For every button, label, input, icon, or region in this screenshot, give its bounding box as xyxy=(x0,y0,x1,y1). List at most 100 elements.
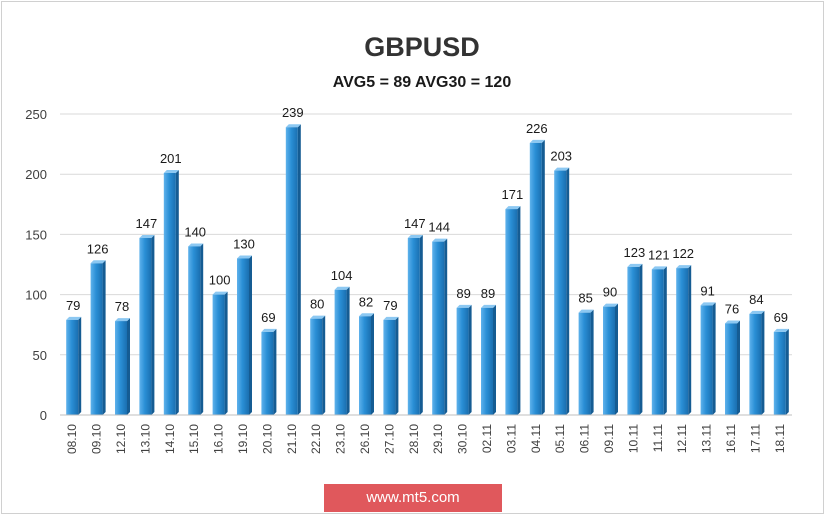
bar xyxy=(481,304,496,415)
x-tick-label: 06.11 xyxy=(578,424,592,453)
data-label: 79 xyxy=(66,298,80,313)
data-label: 123 xyxy=(624,245,646,260)
x-tick-label: 22.10 xyxy=(309,424,323,454)
bar xyxy=(725,320,740,415)
data-label: 91 xyxy=(700,283,714,298)
x-tick-label: 09.10 xyxy=(90,424,104,454)
bar xyxy=(651,266,667,415)
y-tick-label: 250 xyxy=(25,107,47,122)
bar xyxy=(212,291,228,415)
data-label: 171 xyxy=(502,187,524,202)
x-tick-label: 03.11 xyxy=(504,424,518,453)
watermark-banner: www.mt5.com xyxy=(324,484,502,512)
bar xyxy=(334,286,350,415)
data-label: 239 xyxy=(282,105,304,120)
data-label: 76 xyxy=(725,301,739,316)
data-label: 104 xyxy=(331,268,353,283)
data-label: 79 xyxy=(383,298,397,313)
bar xyxy=(359,313,374,415)
data-label: 147 xyxy=(404,216,426,231)
bar xyxy=(554,167,570,415)
data-label: 89 xyxy=(456,286,470,301)
x-tick-label: 09.11 xyxy=(602,424,616,453)
data-label: 69 xyxy=(261,310,275,325)
y-tick-label: 0 xyxy=(40,408,47,423)
x-tick-label: 17.11 xyxy=(748,424,762,453)
bar xyxy=(188,243,204,415)
x-tick-label: 12.10 xyxy=(114,424,128,454)
data-label: 80 xyxy=(310,297,324,312)
data-label: 84 xyxy=(749,292,763,307)
x-tick-label: 21.10 xyxy=(285,424,299,454)
data-label: 203 xyxy=(550,149,572,164)
x-tick-label: 23.10 xyxy=(334,424,348,454)
y-tick-label: 100 xyxy=(25,288,47,303)
bar xyxy=(383,316,399,415)
x-tick-label: 19.10 xyxy=(236,424,250,454)
bar xyxy=(163,169,179,415)
bar xyxy=(432,238,448,415)
y-axis: 0 50 100 150 200 250 xyxy=(25,107,47,423)
bar xyxy=(773,328,789,415)
bar xyxy=(578,309,594,415)
bar xyxy=(700,302,716,415)
x-tick-label: 10.11 xyxy=(626,424,640,453)
x-tick-label: 20.10 xyxy=(260,424,274,454)
y-tick-label: 200 xyxy=(25,167,47,182)
bar xyxy=(66,316,82,415)
bar xyxy=(456,304,472,415)
x-tick-label: 13.10 xyxy=(138,424,152,454)
chart-subtitle: AVG5 = 89 AVG30 = 120 xyxy=(333,74,512,91)
x-tick-label: 30.10 xyxy=(456,424,470,454)
x-tick-label: 27.10 xyxy=(382,424,396,454)
bar xyxy=(285,124,301,415)
data-label: 78 xyxy=(115,299,129,314)
data-label: 226 xyxy=(526,121,548,136)
bar xyxy=(627,263,643,415)
x-tick-label: 02.11 xyxy=(480,424,494,453)
data-label: 90 xyxy=(603,285,617,300)
x-axis: 08.10 09.10 12.10 13.10 14.10 15.10 16.10 19.10… xyxy=(60,414,792,454)
bar xyxy=(676,265,692,415)
x-tick-label: 14.10 xyxy=(163,424,177,454)
bars xyxy=(66,124,789,415)
data-label: 147 xyxy=(136,216,158,231)
data-label: 69 xyxy=(774,310,788,325)
data-label: 122 xyxy=(672,246,694,261)
bar xyxy=(407,235,423,415)
bar xyxy=(603,303,618,415)
x-tick-label: 29.10 xyxy=(431,424,445,454)
x-tick-label: 13.11 xyxy=(700,424,714,453)
data-label: 85 xyxy=(578,291,592,306)
bar xyxy=(261,328,277,415)
data-label: 144 xyxy=(428,220,450,235)
x-tick-label: 15.10 xyxy=(187,424,201,454)
bar xyxy=(310,315,326,415)
chart-title: GBPUSD xyxy=(364,32,480,62)
bar xyxy=(237,255,252,415)
x-tick-label: 16.11 xyxy=(724,424,738,453)
data-label: 126 xyxy=(87,241,109,256)
x-tick-label: 16.10 xyxy=(212,424,226,454)
x-tick-label: 04.11 xyxy=(529,424,543,453)
data-label: 201 xyxy=(160,151,182,166)
bar xyxy=(749,310,765,415)
y-tick-label: 50 xyxy=(33,348,47,363)
bar xyxy=(505,206,521,415)
data-label: 82 xyxy=(359,294,373,309)
x-tick-label: 26.10 xyxy=(358,424,372,454)
x-tick-label: 11.11 xyxy=(651,424,665,453)
x-tick-label: 28.10 xyxy=(407,424,421,454)
x-tick-label: 05.11 xyxy=(553,424,567,453)
x-tick-label: 12.11 xyxy=(675,424,689,453)
y-tick-label: 150 xyxy=(25,227,47,242)
data-label: 130 xyxy=(233,236,255,251)
bar xyxy=(139,235,155,415)
x-tick-label: 18.11 xyxy=(773,424,787,453)
bar xyxy=(529,139,545,415)
data-label: 140 xyxy=(184,224,206,239)
data-label: 89 xyxy=(481,286,495,301)
bar xyxy=(115,318,130,415)
